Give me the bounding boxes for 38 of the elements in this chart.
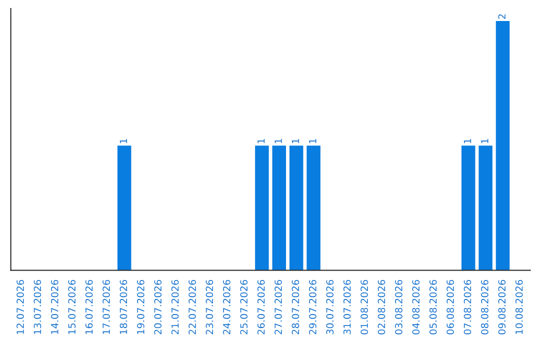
data-label: 1: [274, 138, 282, 144]
x-tick-label: 17.07.2026: [102, 280, 110, 334]
x-tick-label: 20.07.2026: [154, 280, 162, 334]
x-tick-label: 22.07.2026: [188, 280, 196, 334]
x-tick-label: 29.07.2026: [309, 280, 316, 334]
data-label: 1: [309, 138, 316, 144]
x-tick-label: 24.07.2026: [223, 280, 230, 334]
x-tick-label: 28.07.2026: [292, 280, 300, 334]
x-tick-label: 09.08.2026: [498, 280, 506, 334]
data-label: 1: [292, 138, 300, 144]
x-tick-label: 31.07.2026: [343, 280, 351, 334]
x-tick-label: 27.07.2026: [274, 280, 282, 334]
x-tick-label: 15.07.2026: [68, 280, 76, 334]
x-tick-label: 10.08.2026: [515, 280, 523, 334]
data-label: 2: [498, 14, 506, 19]
data-label: 1: [258, 138, 265, 144]
x-tick-label: 01.08.2026: [360, 280, 368, 334]
x-tick-label: 25.07.2026: [240, 280, 248, 334]
x-tick-label: 06.08.2026: [446, 280, 454, 334]
x-tick-label: 23.07.2026: [206, 280, 214, 334]
x-tick-label: 08.08.2026: [481, 280, 488, 334]
data-label: 1: [481, 138, 488, 144]
x-tick-label: 16.07.2026: [85, 280, 93, 334]
x-tick-label: 02.08.2026: [378, 280, 386, 334]
x-tick-label: 18.07.2026: [120, 280, 128, 334]
data-label: 1: [120, 138, 128, 144]
x-tick-label: 05.08.2026: [429, 280, 437, 334]
x-tick-label: 14.07.2026: [50, 280, 58, 334]
x-tick-label: 07.08.2026: [464, 280, 472, 334]
x-tick-label: 04.08.2026: [412, 280, 420, 334]
x-tick-label: 03.08.2026: [395, 280, 402, 334]
x-tick-label: 13.07.2026: [34, 280, 42, 334]
x-tick-label: 21.07.2026: [171, 280, 179, 334]
x-tick-label: 19.07.2026: [136, 280, 144, 334]
data-label: 1: [464, 138, 472, 144]
x-tick-label: 30.07.2026: [326, 280, 334, 334]
x-tick-label: 26.07.2026: [257, 280, 265, 334]
x-tick-label: 12.07.2026: [16, 280, 24, 334]
